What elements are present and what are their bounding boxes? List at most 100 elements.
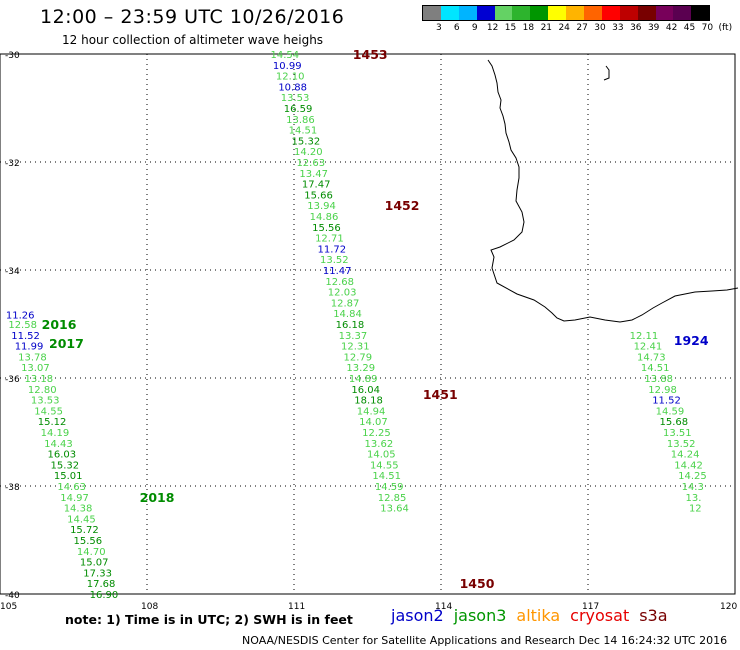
wave-height-value: 11.26 [6,310,35,321]
lat-label: -36 [5,375,20,385]
wave-height-value: 14.20 [294,147,323,158]
pass-time-label: 1453 [353,47,388,62]
legend-swatch [548,6,567,20]
wave-height-value: 14.86 [310,212,339,223]
wave-height-value: 14.3 [682,482,704,493]
wave-height-value: 13.18 [25,374,54,385]
wave-height-value: 11.47 [323,266,352,277]
wave-height-value: 15.32 [50,460,79,471]
wave-height-value: 12 [689,504,702,515]
wave-height-value: 14.05 [367,450,396,461]
wave-height-value: 13.94 [307,201,336,212]
wave-height-value: 14.97 [60,493,89,504]
wave-height-value: 13. [686,493,702,504]
legend-label: 42 [665,23,678,33]
wave-height-value: 12.71 [315,234,344,245]
wave-height-value: 13.53 [281,93,310,104]
wave-height-value: 14.55 [370,460,399,471]
wave-height-value: 16.03 [48,450,77,461]
legend-swatch [423,6,441,20]
wave-height-value: 15.68 [660,417,689,428]
legend-swatch [619,6,638,20]
credit-footer: NOAA/NESDIS Center for Satellite Applica… [242,634,728,647]
legend-label: 27 [576,23,588,33]
wave-height-value: 12.63 [296,158,325,169]
wave-height-value: 12.31 [341,342,370,353]
pass-time-label: 1450 [460,576,495,591]
legend-labels: 3 6 9 12 15 18 21 24 27 30 33 36 39 42 45 70 (ft) [422,21,732,35]
wave-height-value: 14.89 [349,374,378,385]
legend-swatch [601,6,620,20]
legend-swatch [440,6,459,20]
australia-coastline [487,59,739,323]
legend-swatch [673,6,692,20]
wave-height-value: 11.99 [15,342,44,353]
pass-time-label: 1452 [385,198,420,213]
wave-height-value: 13.07 [21,363,50,374]
wave-height-value: 16.59 [284,104,313,115]
lat-label: -32 [5,159,20,169]
legend-label: 70 [701,23,714,33]
satellite-name: jason3 [453,606,507,625]
altimeter-tracks: 14.5410.9912.1010.8813.5316.5913.8614.51… [6,50,707,601]
wave-height-value: 17.47 [302,180,331,191]
wave-height-value: 15.12 [38,417,67,428]
lon-label: 120 [720,602,737,612]
wave-height-value: 14.70 [77,547,106,558]
wave-height-value: 12.11 [630,331,659,342]
satellite-name: altika [516,606,561,625]
wave-height-value: 13.47 [299,169,328,180]
wave-height-value: 14.51 [289,126,318,137]
wave-height-value: 15.32 [292,136,321,147]
color-legend: 3 6 9 12 15 18 21 24 27 30 33 36 39 42 45 70 (ft) [422,5,732,35]
lon-label: 114 [435,602,452,612]
legend-swatches [422,5,711,21]
legend-swatch [476,6,495,20]
wave-height-value: 11.72 [318,244,347,255]
wave-height-value: 13.62 [365,439,394,450]
wave-height-value: 13.37 [339,331,368,342]
wave-height-value: 13.52 [667,439,696,450]
units-note: note: 1) Time is in UTC; 2) SWH is in fe… [65,612,353,627]
legend-swatch [584,6,602,20]
wave-height-value: 10.88 [278,82,307,93]
wave-height-value: 14.45 [67,514,96,525]
legend-swatch [458,6,477,20]
lat-label: -30 [5,51,20,61]
wave-height-value: 13.88 [644,374,673,385]
satellite-name: s3a [639,606,668,625]
map-title: 12:00 – 23:59 UTC 10/26/2016 [40,6,345,28]
legend-swatch [637,6,656,20]
wave-height-value: 14.54 [270,50,299,61]
pass-time-labels: 1453 1452 1451 1450 2016 2017 2018 1924 [42,47,709,591]
wave-height-value: 14.84 [333,309,362,320]
map-frame [0,53,736,595]
wave-height-value: 11.52 [11,331,40,342]
wave-height-value: 12.25 [362,428,391,439]
lat-label: -38 [5,483,20,493]
legend-label: 18 [522,23,535,33]
wave-height-value: 12.98 [648,385,677,396]
wave-height-value: 12.58 [8,320,37,331]
island-outline [603,65,610,81]
wave-height-value: 14.55 [34,406,63,417]
legend-label: 6 [453,23,460,33]
satellite-name: cryosat [570,606,630,625]
lon-label: 111 [288,602,305,612]
wave-height-value: 17.33 [83,568,112,579]
map-subtitle: 12 hour collection of altimeter wave hei… [62,33,324,47]
wave-height-value: 14.59 [375,482,404,493]
wave-height-value: 14.07 [359,417,388,428]
wave-height-value: 14.63 [57,482,86,493]
wave-height-value: 14.51 [372,471,401,482]
wave-height-value: 10.99 [273,61,302,72]
wave-height-value: 12.79 [343,352,372,363]
wave-height-value: 13.53 [31,396,60,407]
wave-height-value: 13.52 [320,255,349,266]
lon-label: 105 [0,602,17,612]
wave-height-value: 14.25 [678,471,707,482]
lat-label: -34 [5,267,20,277]
legend-swatch [494,6,513,20]
wave-height-value: 13.29 [346,363,375,374]
